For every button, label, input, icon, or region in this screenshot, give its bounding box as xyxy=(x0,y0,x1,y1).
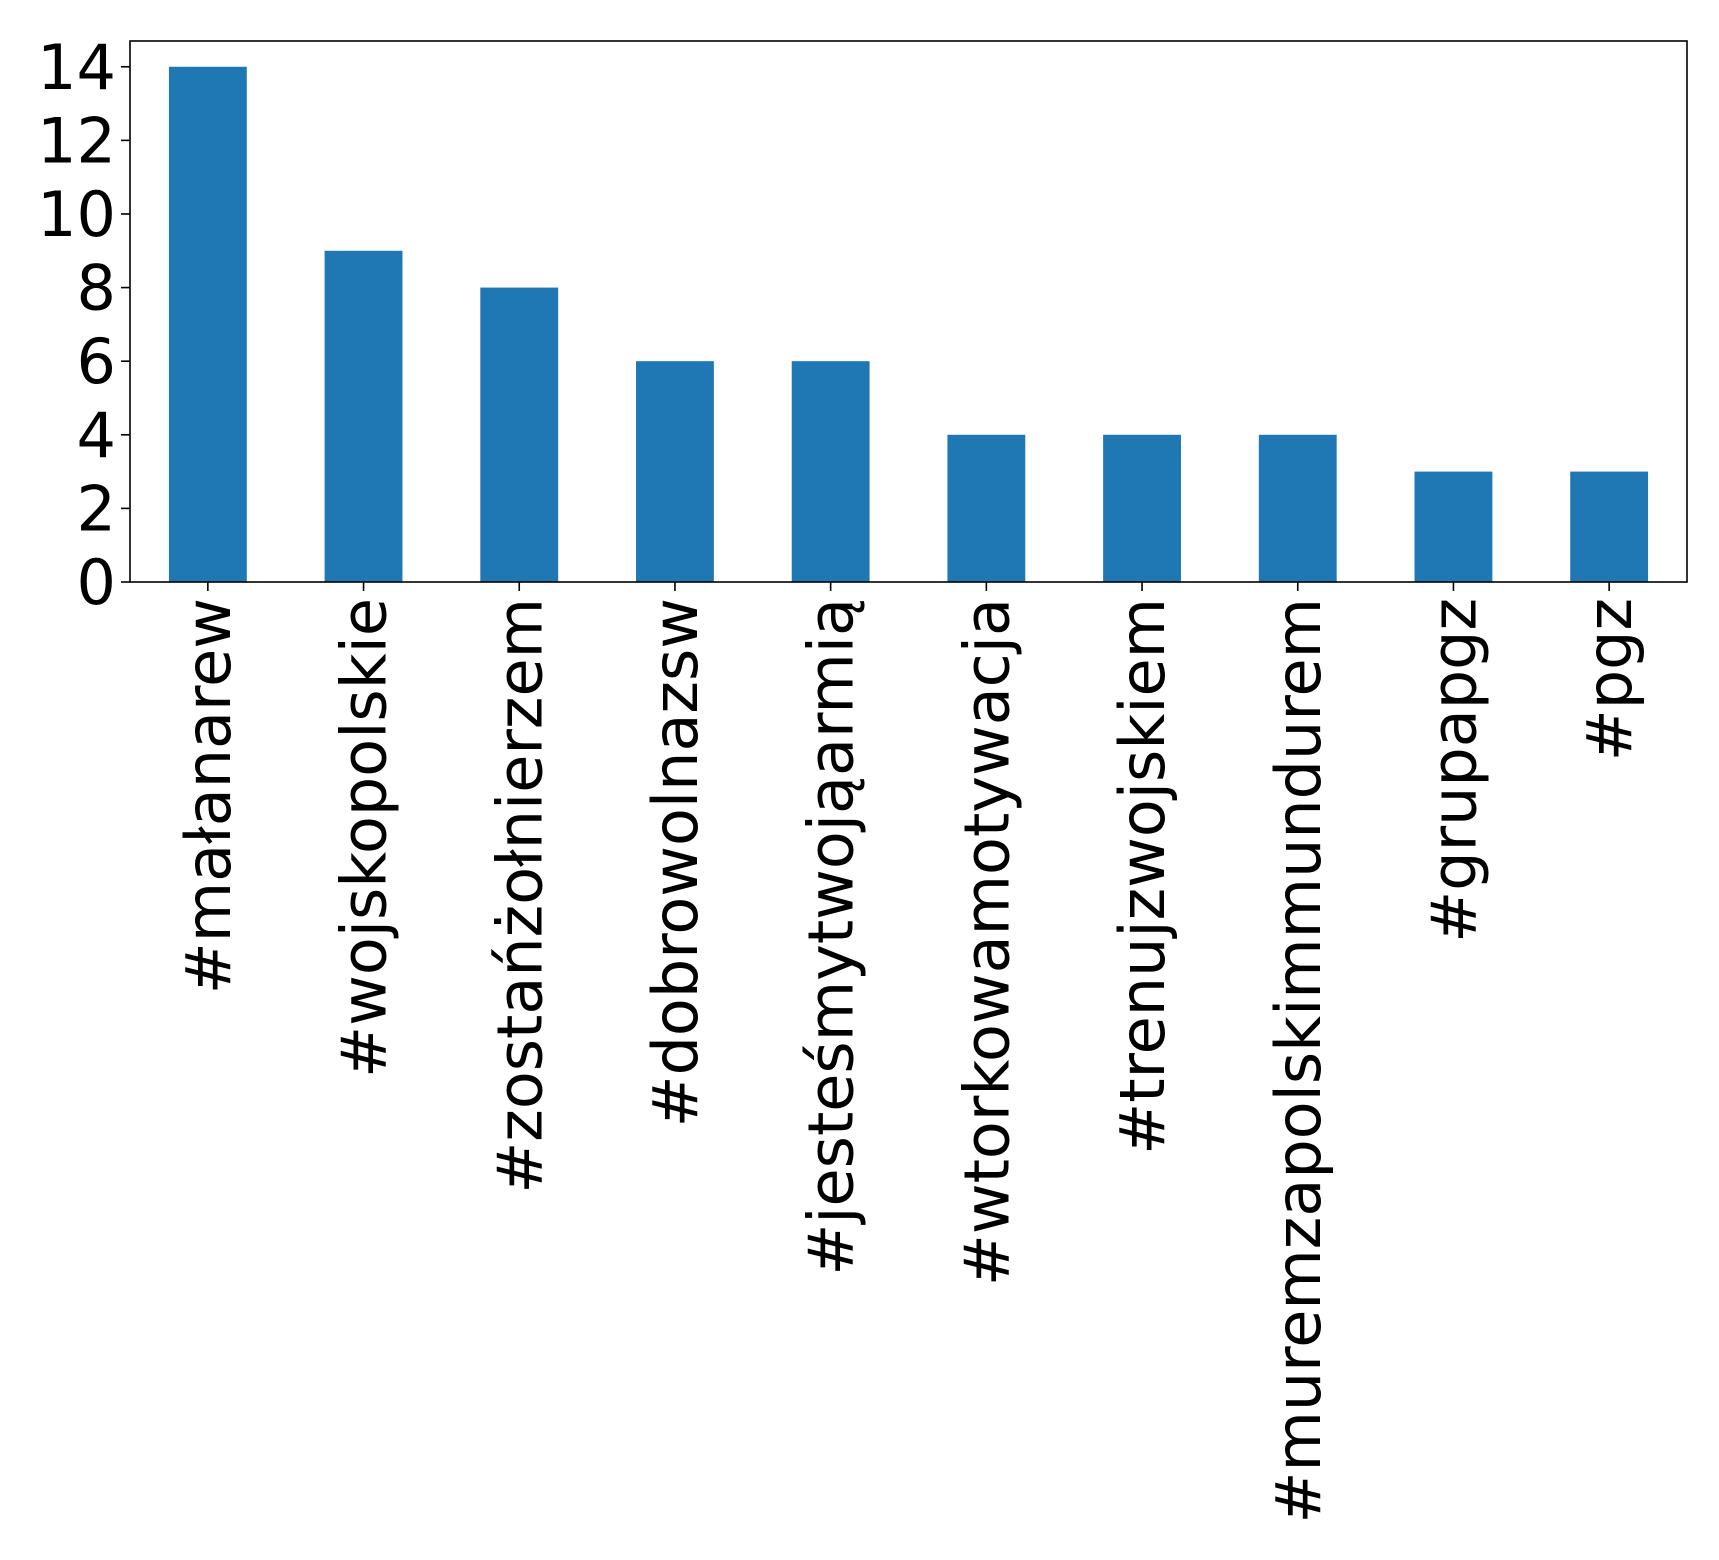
x-tick-label: #wtorkowamotywacja xyxy=(950,598,1023,1286)
bar-3 xyxy=(480,287,559,582)
bars-group xyxy=(168,66,1649,582)
bar-5 xyxy=(791,361,870,582)
y-tick-label: 8 xyxy=(77,252,116,325)
bar-10 xyxy=(1570,471,1649,582)
x-tick-label: #muremzapolskimmundurem xyxy=(1262,598,1335,1524)
x-tick-label: #wojskopolskie xyxy=(328,598,401,1078)
bar-4 xyxy=(636,361,714,582)
y-tick-label: 12 xyxy=(37,104,116,177)
x-tick-label: #jesteśmytwojąarmią xyxy=(795,598,868,1276)
bar-1 xyxy=(168,66,247,582)
y-tick-label: 0 xyxy=(77,546,116,619)
plot-frame xyxy=(129,40,1688,583)
y-tick-label: 14 xyxy=(37,31,116,104)
x-axis: #małanarew #wojskopolskie #zostańżołnierze… xyxy=(172,582,1646,1524)
y-tick-label: 6 xyxy=(77,325,116,398)
y-tick-label: 4 xyxy=(77,399,116,472)
bar-7 xyxy=(1103,434,1181,582)
x-tick-label: #zostańżołnierzem xyxy=(483,598,556,1194)
y-tick-label: 2 xyxy=(77,472,116,545)
x-tick-label: #grupapgz xyxy=(1417,598,1490,943)
x-tick-label: #dobrowolnazsw xyxy=(639,598,712,1127)
bar-8 xyxy=(1258,434,1337,582)
bar-6 xyxy=(947,434,1026,582)
bar-2 xyxy=(324,250,403,582)
x-tick-label: #małanarew xyxy=(172,598,245,994)
x-tick-label: #pgz xyxy=(1573,598,1646,761)
y-tick-label: 10 xyxy=(37,178,116,251)
bar-9 xyxy=(1414,471,1493,582)
x-tick-label: #trenujzwojskiem xyxy=(1106,598,1179,1155)
